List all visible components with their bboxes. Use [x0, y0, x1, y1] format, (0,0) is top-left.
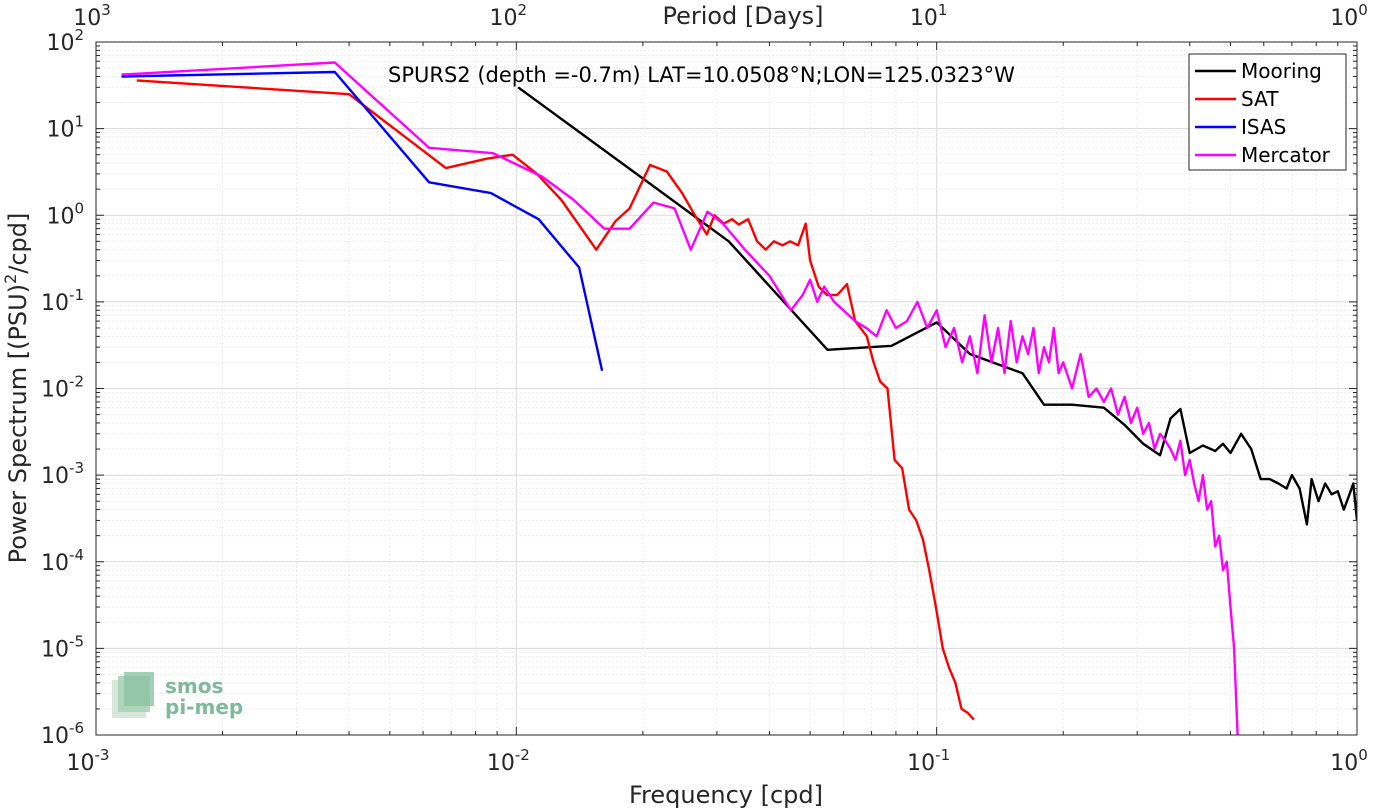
x-tick-label-exponent: 0 — [1358, 746, 1368, 764]
station-annotation: SPURS2 (depth =-0.7m) LAT=10.0508°N;LON=… — [388, 63, 1015, 87]
y-tick-label: 100 — [46, 199, 84, 229]
y-axis-title-sup: 2 — [1, 274, 20, 284]
legend-label-isas: ISAS — [1241, 115, 1286, 139]
logo-text-pimep: pi-mep — [165, 695, 243, 719]
y-tick-label-exponent: -6 — [69, 719, 84, 737]
series-layer — [121, 61, 1357, 735]
y-tick-label-base: 10 — [46, 118, 74, 143]
x-tick-label: 10-1 — [907, 746, 950, 776]
y-axis-title: Power Spectrum [(PSU)2/cpd] — [1, 213, 32, 564]
y-tick-label-base: 10 — [41, 291, 69, 316]
y-tick-label-base: 10 — [46, 31, 74, 56]
top-axis-title: Period [Days] — [662, 2, 823, 30]
top-tick-label: 103 — [73, 1, 111, 31]
legend: Mooring SAT ISAS Mercator — [1188, 53, 1347, 171]
y-tick-label-exponent: -3 — [69, 459, 84, 477]
x-tick-label: 10-2 — [487, 746, 530, 776]
top-tick-label: 101 — [910, 1, 948, 31]
y-tick-label-base: 10 — [41, 551, 69, 576]
smos-pimep-logo: smos pi-mep — [112, 672, 243, 719]
y-axis-title-main: Power Spectrum [(PSU) — [4, 284, 32, 563]
top-tick-label-base: 10 — [490, 6, 518, 31]
y-tick-label-exponent: -2 — [69, 373, 84, 391]
y-tick-label: 101 — [46, 113, 84, 143]
y-tick-label: 10-2 — [41, 373, 84, 403]
y-tick-label-exponent: 1 — [74, 113, 84, 131]
legend-label-sat: SAT — [1241, 87, 1279, 111]
top-tick-label-exponent: 3 — [101, 1, 111, 19]
logo-text-smos: smos — [165, 674, 223, 698]
y-tick-label-base: 10 — [41, 464, 69, 489]
y-tick-label: 10-1 — [41, 286, 84, 316]
legend-label-mercator: Mercator — [1241, 143, 1331, 167]
y-tick-label-base: 10 — [46, 204, 74, 229]
y-tick-label: 10-4 — [41, 546, 84, 576]
y-tick-label: 10-5 — [41, 632, 84, 662]
y-tick-label-exponent: -1 — [69, 286, 84, 304]
series-line-mercator — [121, 61, 1239, 735]
y-tick-label-exponent: 2 — [74, 26, 84, 44]
y-axis-title-tail: /cpd] — [4, 213, 32, 274]
top-tick-label-base: 10 — [1330, 6, 1358, 31]
x-tick-label-base: 10 — [1330, 751, 1358, 776]
x-tick-label-exponent: -2 — [515, 746, 530, 764]
x-tick-label-base: 10 — [67, 751, 95, 776]
top-tick-label-exponent: 0 — [1358, 1, 1368, 19]
series-line-sat — [136, 79, 975, 721]
ticks — [95, 42, 1357, 736]
top-tick-label-base: 10 — [910, 6, 938, 31]
series-line-isas — [121, 70, 604, 372]
x-axis-title: Frequency [cpd] — [629, 781, 823, 809]
legend-label-mooring: Mooring — [1241, 59, 1322, 83]
top-tick-label: 102 — [490, 1, 528, 31]
top-tick-label-base: 10 — [73, 6, 101, 31]
x-tick-label-base: 10 — [487, 751, 515, 776]
x-tick-label-exponent: -3 — [95, 746, 110, 764]
top-tick-label-exponent: 1 — [938, 1, 948, 19]
top-tick-label-exponent: 2 — [518, 1, 528, 19]
x-tick-label: 10-3 — [67, 746, 110, 776]
y-tick-label-exponent: -5 — [69, 632, 84, 650]
legend-box — [1188, 53, 1347, 171]
y-tick-label-base: 10 — [41, 637, 69, 662]
x-tick-label: 100 — [1330, 746, 1368, 776]
y-tick-label-exponent: 0 — [74, 199, 84, 217]
y-tick-label: 102 — [46, 26, 84, 56]
x-tick-label-exponent: -1 — [935, 746, 950, 764]
y-tick-label: 10-6 — [41, 719, 84, 749]
y-tick-label-base: 10 — [41, 724, 69, 749]
top-tick-label: 100 — [1330, 1, 1368, 31]
y-tick-label-base: 10 — [41, 378, 69, 403]
x-tick-label-base: 10 — [907, 751, 935, 776]
y-tick-label: 10-3 — [41, 459, 84, 489]
y-tick-label-exponent: -4 — [69, 546, 84, 564]
